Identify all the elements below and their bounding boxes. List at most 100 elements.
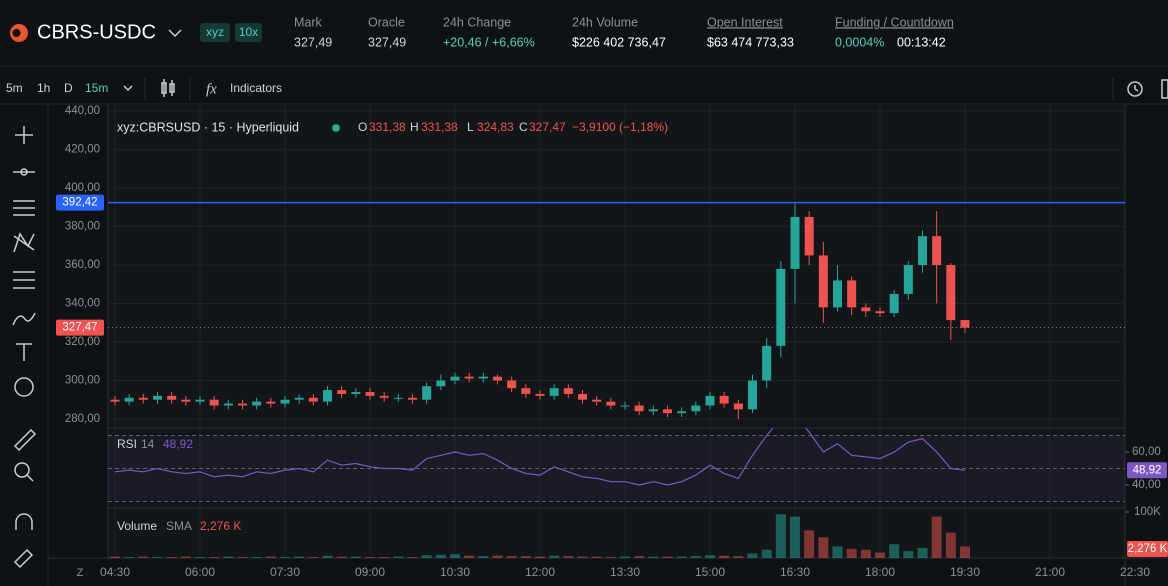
volume-bar bbox=[662, 556, 673, 558]
pencil-tool[interactable] bbox=[13, 548, 34, 569]
candle-body bbox=[790, 216, 800, 269]
symbol[interactable]: CBRS-USDC bbox=[37, 21, 156, 43]
token-icon-inner bbox=[12, 29, 21, 37]
volume-bar bbox=[322, 555, 333, 558]
volume-bar bbox=[804, 530, 815, 558]
x-tick-label: 12:00 bbox=[525, 565, 555, 579]
candle-body bbox=[308, 397, 318, 402]
volume-bar bbox=[110, 556, 120, 558]
stat-label: 24h Change bbox=[443, 15, 511, 29]
volume-bar bbox=[379, 557, 390, 558]
candle-body bbox=[875, 311, 885, 314]
rsi-line bbox=[114, 428, 966, 486]
stat-value: $226 402 736,47 bbox=[572, 35, 666, 49]
volume-bar bbox=[209, 557, 220, 558]
volume-bar bbox=[563, 556, 574, 558]
stat-label: Funding / Countdown bbox=[835, 15, 954, 29]
candle-body bbox=[294, 397, 304, 400]
interval[interactable]: D bbox=[64, 81, 73, 95]
x-tick-label: 13:30 bbox=[610, 565, 640, 579]
line-tool[interactable] bbox=[13, 168, 35, 176]
candle-body bbox=[606, 401, 616, 406]
volume-bar bbox=[237, 557, 248, 558]
ohlc-value: 331,38 bbox=[369, 120, 406, 134]
volume-bar bbox=[520, 556, 531, 558]
candle-body bbox=[167, 395, 177, 400]
rsi-value-label-text: 48,92 bbox=[1133, 464, 1162, 476]
emoji-tool[interactable] bbox=[14, 377, 34, 397]
candle-body bbox=[450, 376, 460, 381]
volume-bar bbox=[166, 557, 177, 558]
candle-body bbox=[578, 393, 587, 400]
candle-body bbox=[464, 376, 474, 379]
candle-body bbox=[563, 388, 573, 394]
rsi-period: 14 bbox=[141, 437, 155, 451]
settings-icon[interactable] bbox=[1161, 79, 1168, 99]
interval[interactable]: 1h bbox=[37, 81, 50, 95]
volume-sma-name: SMA bbox=[166, 519, 192, 533]
volume-bar bbox=[605, 557, 616, 558]
interval[interactable]: 5m bbox=[6, 81, 23, 95]
volume-bar bbox=[577, 556, 588, 558]
fib-tool[interactable] bbox=[13, 200, 35, 216]
x-tick-label: 10:30 bbox=[440, 565, 470, 579]
y-tick-label: 320,00 bbox=[65, 336, 100, 348]
ohlc-value: 324,83 bbox=[477, 120, 514, 134]
volume-tick-label: 100K bbox=[1134, 506, 1161, 518]
candle-body bbox=[946, 265, 956, 321]
volume-bar bbox=[294, 556, 305, 558]
candle-body bbox=[238, 403, 247, 406]
indicators-button[interactable]: Indicators bbox=[230, 81, 282, 95]
labels: 280,00 300,00 320,00 340,00 360,00 380,00 400,… bbox=[56, 105, 1168, 579]
candle-body bbox=[252, 401, 262, 406]
candle-body bbox=[762, 345, 772, 381]
badge bbox=[200, 23, 230, 42]
fx-icon[interactable]: fx bbox=[206, 81, 217, 97]
candle-body bbox=[663, 409, 672, 414]
y-tick-label: 380,00 bbox=[65, 221, 100, 233]
badge-text: xyz bbox=[206, 25, 224, 39]
price-line-label-box bbox=[56, 194, 104, 211]
brush-tool[interactable] bbox=[12, 312, 36, 326]
volume-bar bbox=[790, 516, 800, 558]
ruler-tool[interactable] bbox=[13, 428, 37, 452]
volume-sma-label-text: 2,276 K bbox=[1128, 543, 1168, 555]
rsi-legend-value: 48,92 bbox=[163, 437, 193, 451]
marks bbox=[108, 201, 1125, 558]
candle-body bbox=[776, 268, 786, 346]
candle-body bbox=[365, 392, 375, 396]
symbol-dropdown[interactable] bbox=[168, 29, 182, 38]
pattern-tool[interactable] bbox=[13, 232, 35, 253]
volume-bar bbox=[591, 556, 602, 558]
rsi-tick-label: 60,00 bbox=[1132, 446, 1161, 458]
crosshair-tool[interactable] bbox=[15, 126, 33, 144]
interval-dropdown[interactable] bbox=[123, 85, 133, 92]
chart-area bbox=[108, 104, 1125, 558]
stat-value: $63 474 773,33 bbox=[707, 35, 794, 49]
x-tick-label: 15:00 bbox=[695, 565, 725, 579]
timezone-icon[interactable]: Z bbox=[77, 567, 84, 579]
volume-bar bbox=[676, 556, 687, 558]
stat-label: Mark bbox=[294, 15, 323, 29]
status-dot bbox=[332, 124, 340, 132]
candle-body bbox=[379, 395, 389, 398]
zoom-tool[interactable] bbox=[14, 462, 30, 478]
volume-bar bbox=[903, 551, 914, 558]
y-tick-label: 360,00 bbox=[65, 259, 100, 271]
ohlc-value: 327,47 bbox=[529, 120, 566, 134]
stat-extra: 00:13:42 bbox=[897, 35, 946, 49]
candle-body bbox=[337, 390, 347, 394]
text-tool[interactable] bbox=[16, 343, 32, 361]
candle-body bbox=[507, 380, 517, 389]
alert-icon[interactable] bbox=[1127, 81, 1143, 97]
candles-button[interactable] bbox=[161, 79, 175, 97]
magnet-tool[interactable] bbox=[15, 513, 33, 530]
volume-sma-value: 2,276 K bbox=[200, 519, 241, 533]
candle-body bbox=[124, 397, 134, 402]
interval-active[interactable]: 15m bbox=[85, 81, 108, 95]
candle-body bbox=[592, 399, 602, 402]
prediction-tool[interactable] bbox=[13, 271, 35, 289]
candle-body bbox=[110, 399, 120, 402]
volume-bar bbox=[308, 557, 319, 558]
volume-bar bbox=[280, 557, 290, 558]
